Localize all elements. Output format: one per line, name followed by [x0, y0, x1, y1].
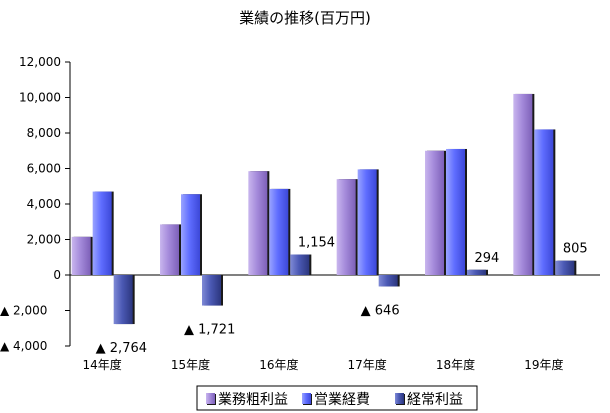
bar-0-1 [160, 224, 179, 275]
data-label: 1,154 [298, 236, 335, 251]
y-tick-label: 8,000 [27, 126, 61, 140]
legend-swatch [302, 393, 311, 404]
bar-1-0 [92, 191, 112, 275]
bar-2-2 [290, 254, 310, 275]
y-axis: 12,000 10,000 8,000 6,000 4,000 2,000 0 ▲ 2,000… [0, 55, 600, 353]
category-label: 16年度 [259, 357, 298, 372]
y-tick-label: ▲ 2,000 [0, 304, 47, 318]
bar-0-3 [336, 179, 356, 275]
legend-swatch [206, 393, 215, 404]
legend-swatch [395, 393, 404, 404]
data-label: ▲ 2,764 [96, 341, 147, 356]
bar-1-2 [269, 188, 289, 275]
chart-title: 業績の推移(百万円) [239, 9, 371, 27]
bar-2-4 [467, 269, 486, 275]
category-label: 15年度 [171, 357, 210, 372]
bar-2-5 [555, 260, 575, 275]
bar-1-1 [181, 194, 200, 275]
category-label: 18年度 [436, 357, 475, 372]
bar-2-0 [113, 275, 133, 325]
bar-0-2 [248, 171, 268, 275]
y-tick-label: 4,000 [27, 197, 61, 211]
bar-0-5 [513, 93, 533, 275]
legend-label: 業務粗利益 [218, 392, 288, 408]
bars [71, 93, 577, 325]
bar-2-3 [378, 275, 398, 287]
bar-0-0 [71, 236, 91, 275]
y-tick-label: 6,000 [27, 162, 61, 176]
data-label: 805 [563, 242, 588, 257]
bar-2-1 [202, 275, 221, 306]
bar-1-5 [534, 129, 554, 275]
bar-0-4 [425, 150, 444, 275]
legend-label: 営業経費 [314, 392, 370, 408]
legend: 業務粗利益 営業経費 経常利益 [196, 385, 478, 411]
y-tick-label: 10,000 [19, 91, 61, 105]
legend-box [196, 385, 478, 411]
bar-1-3 [357, 169, 377, 275]
bar-1-4 [446, 148, 465, 275]
y-tick-label: 2,000 [27, 233, 61, 247]
category-label: 17年度 [348, 357, 387, 372]
category-label: 19年度 [524, 357, 563, 372]
y-tick-label: 0 [53, 268, 61, 282]
legend-label: 経常利益 [407, 392, 463, 408]
data-label: ▲ 1,721 [184, 323, 235, 338]
category-labels: 14年度 15年度 16年度 17年度 18年度 19年度 [83, 357, 564, 372]
data-labels: ▲ 2,764 ▲ 1,721 1,154 ▲ 646 294 805 [96, 236, 588, 357]
y-tick-label: ▲ 4,000 [0, 339, 47, 353]
y-tick-label: 12,000 [19, 55, 61, 69]
data-label: ▲ 646 [361, 303, 400, 318]
data-label: 294 [475, 251, 500, 266]
category-label: 14年度 [83, 357, 122, 372]
